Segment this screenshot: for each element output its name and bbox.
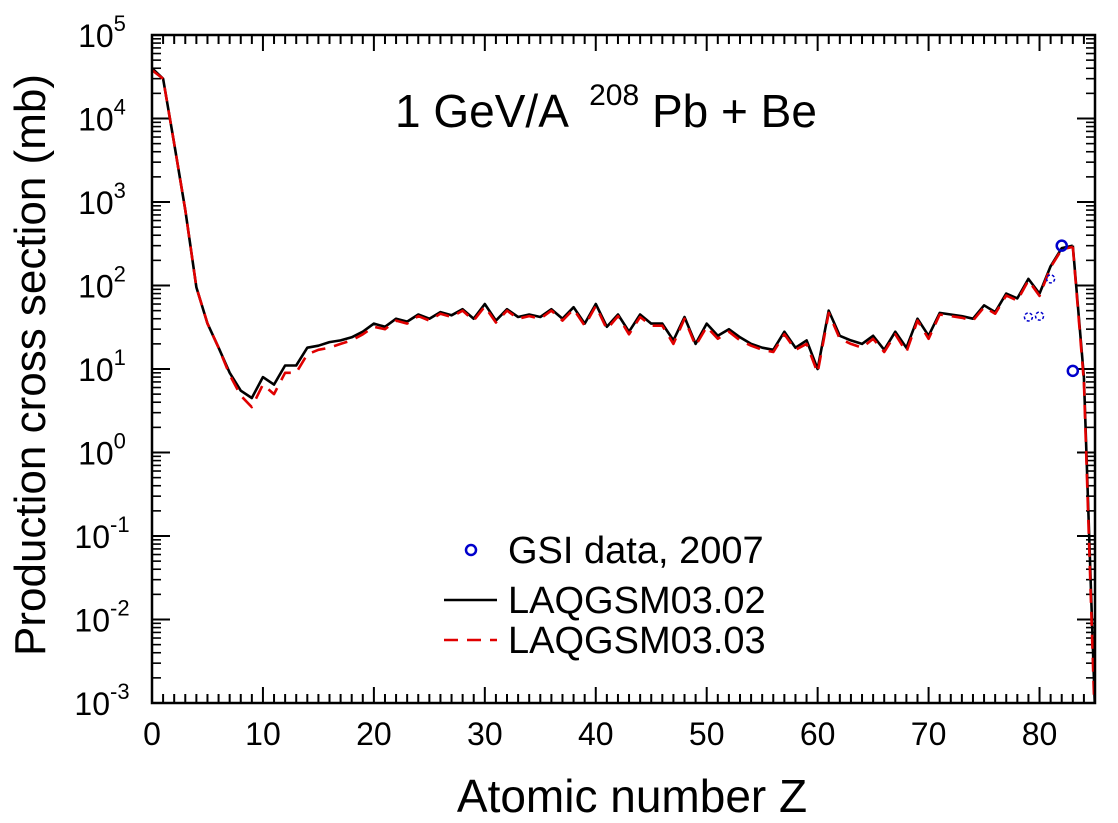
x-tick-label: 50 <box>689 716 725 752</box>
y-axis-label: Production cross section (mb) <box>6 74 55 656</box>
y-tick-label: 102 <box>78 262 126 305</box>
tick-labels: 0 10 20 30 40 50 60 70 80 105 104 103 102 101 100 10-1 1… <box>74 11 1057 752</box>
title-rest: Pb + Be <box>652 85 817 137</box>
x-tick-label: 10 <box>245 716 281 752</box>
x-tick-label: 20 <box>356 716 392 752</box>
y-tick-label: 10-3 <box>74 679 129 722</box>
legend-v03-label: LAQGSM03.03 <box>508 620 766 662</box>
gsi-data-point <box>1055 239 1068 252</box>
gsi-data-point <box>1045 274 1056 284</box>
series-line-laqgsm0302-tail <box>1071 245 1086 378</box>
x-tick-label: 0 <box>143 716 161 752</box>
gsi-data-point <box>1023 312 1034 322</box>
legend-v02-label: LAQGSM03.02 <box>508 580 766 622</box>
y-tick-label: 101 <box>78 345 126 388</box>
chart-title: 1 GeV/A 208 Pb + Be <box>395 63 817 137</box>
gsi-markers <box>1023 239 1080 378</box>
y-tick-label: 103 <box>78 178 126 221</box>
gsi-data-point <box>1034 311 1045 321</box>
x-tick-label: 30 <box>467 716 503 752</box>
x-tick-label: 40 <box>578 716 614 752</box>
title-main: 1 GeV/A <box>395 85 569 137</box>
series-lines <box>152 67 1095 703</box>
y-tick-label: 105 <box>78 11 126 54</box>
title-superscript: 208 <box>589 79 639 112</box>
y-tick-label: 10-2 <box>74 596 129 639</box>
legend-gsi-label: GSI data, 2007 <box>508 530 764 572</box>
y-tick-label: 100 <box>78 429 126 472</box>
y-tick-label: 10-1 <box>74 512 129 555</box>
plot-frame <box>150 33 1097 705</box>
x-axis-label: Atomic number Z <box>457 770 807 822</box>
series-line-laqgsm0303 <box>152 69 1095 703</box>
legend: GSI data, 2007 LAQGSM03.02 LAQGSM03.03 <box>444 530 766 662</box>
gsi-data-point <box>1066 364 1080 378</box>
axis-ticks <box>151 34 1096 704</box>
x-tick-label: 60 <box>800 716 836 752</box>
legend-gsi-marker <box>464 543 478 557</box>
x-tick-label: 80 <box>1022 716 1058 752</box>
x-tick-label: 70 <box>911 716 947 752</box>
y-tick-label: 104 <box>78 95 126 138</box>
